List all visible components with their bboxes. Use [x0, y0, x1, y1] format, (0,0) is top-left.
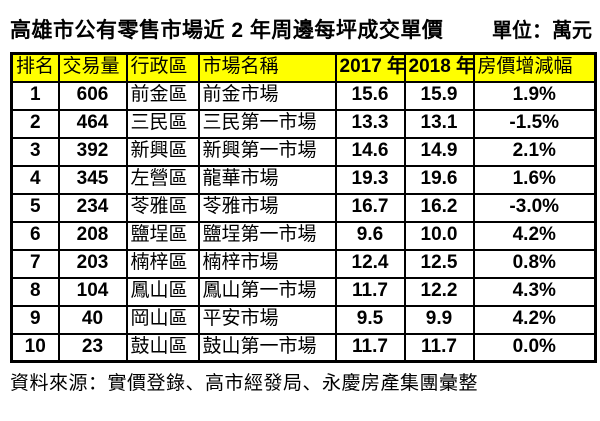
table-cell: 11.7 [403, 332, 475, 363]
table-row: 8 104 鳳山區 鳳山第一市場 11.7 12.2 4.3% [10, 276, 597, 307]
table-cell: 15.9 [403, 80, 475, 111]
table-cell: 11.7 [334, 332, 406, 363]
table-cell: 9 [10, 304, 60, 335]
table-cell: 龍華市場 [197, 164, 337, 195]
table-cell: 0.0% [472, 332, 597, 363]
table-cell: 新興第一市場 [197, 136, 337, 167]
table-cell: 鳳山區 [125, 276, 200, 307]
table-cell: 前金區 [125, 80, 200, 111]
table-row: 2 464 三民區 三民第一市場 13.3 13.1 -1.5% [10, 108, 597, 139]
table-cell: 三民區 [125, 108, 200, 139]
table-cell: -1.5% [472, 108, 597, 139]
table-cell: 6 [10, 220, 60, 251]
table-cell: 16.7 [334, 192, 406, 223]
col-header-2017: 2017 年 [334, 52, 406, 83]
col-header-2018: 2018 年 [403, 52, 475, 83]
table-cell: 14.6 [334, 136, 406, 167]
table-cell: 12.2 [403, 276, 475, 307]
table-cell: 岡山區 [125, 304, 200, 335]
table-cell: 4 [10, 164, 60, 195]
table-cell: 16.2 [403, 192, 475, 223]
table-cell: 三民第一市場 [197, 108, 337, 139]
table-cell: 左營區 [125, 164, 200, 195]
table-cell: 苓雅市場 [197, 192, 337, 223]
table-cell: 2 [10, 108, 60, 139]
table-cell: 平安市場 [197, 304, 337, 335]
market-price-table: 排名 交易量 行政區 市場名稱 2017 年 2018 年 房價增減幅 1 606… [10, 52, 597, 363]
table-cell: 234 [57, 192, 128, 223]
source-note: 資料來源：實價登錄、高市經發局、永慶房產集團彙整 [10, 373, 479, 394]
table-cell: 12.4 [334, 248, 406, 279]
table-row: 9 40 岡山區 平安市場 9.5 9.9 4.2% [10, 304, 597, 335]
table-row: 4 345 左營區 龍華市場 19.3 19.6 1.6% [10, 164, 597, 195]
table-row: 5 234 苓雅區 苓雅市場 16.7 16.2 -3.0% [10, 192, 597, 223]
col-header-district: 行政區 [125, 52, 200, 83]
table-cell: 40 [57, 304, 128, 335]
table-cell: 新興區 [125, 136, 200, 167]
table-cell: 10 [10, 332, 60, 363]
table-cell: 0.8% [472, 248, 597, 279]
table-cell: 前金市場 [197, 80, 337, 111]
table-cell: 606 [57, 80, 128, 111]
col-header-market-name: 市場名稱 [197, 52, 337, 83]
table-cell: 13.3 [334, 108, 406, 139]
table-row: 3 392 新興區 新興第一市場 14.6 14.9 2.1% [10, 136, 597, 167]
table-cell: 345 [57, 164, 128, 195]
table-cell: 15.6 [334, 80, 406, 111]
table-cell: 203 [57, 248, 128, 279]
table-cell: 鼓山區 [125, 332, 200, 363]
table-cell: 3 [10, 136, 60, 167]
table-cell: 104 [57, 276, 128, 307]
table-cell: 464 [57, 108, 128, 139]
table-cell: 23 [57, 332, 128, 363]
table-row: 1 606 前金區 前金市場 15.6 15.9 1.9% [10, 80, 597, 111]
table-cell: 9.9 [403, 304, 475, 335]
table-cell: 10.0 [403, 220, 475, 251]
table-row: 7 203 楠梓區 楠梓市場 12.4 12.5 0.8% [10, 248, 597, 279]
table-row: 6 208 鹽埕區 鹽埕第一市場 9.6 10.0 4.2% [10, 220, 597, 251]
table-cell: 14.9 [403, 136, 475, 167]
header-row: 排名 交易量 行政區 市場名稱 2017 年 2018 年 房價增減幅 [10, 52, 597, 83]
table-cell: 1 [10, 80, 60, 111]
table-cell: 鹽埕區 [125, 220, 200, 251]
table-cell: 楠梓市場 [197, 248, 337, 279]
table-cell: 9.6 [334, 220, 406, 251]
table-cell: 4.2% [472, 220, 597, 251]
table-cell: -3.0% [472, 192, 597, 223]
table-cell: 鳳山第一市場 [197, 276, 337, 307]
table-cell: 鼓山第一市場 [197, 332, 337, 363]
table-header: 排名 交易量 行政區 市場名稱 2017 年 2018 年 房價增減幅 [10, 52, 597, 83]
table-row: 10 23 鼓山區 鼓山第一市場 11.7 11.7 0.0% [10, 332, 597, 363]
table-cell: 11.7 [334, 276, 406, 307]
table-cell: 9.5 [334, 304, 406, 335]
table-cell: 楠梓區 [125, 248, 200, 279]
table-cell: 7 [10, 248, 60, 279]
table-cell: 1.6% [472, 164, 597, 195]
col-header-price-change: 房價增減幅 [472, 52, 597, 83]
table-cell: 19.3 [334, 164, 406, 195]
table-cell: 12.5 [403, 248, 475, 279]
table-cell: 2.1% [472, 136, 597, 167]
table-cell: 5 [10, 192, 60, 223]
table-cell: 苓雅區 [125, 192, 200, 223]
col-header-rank: 排名 [10, 52, 60, 83]
table-cell: 4.2% [472, 304, 597, 335]
col-header-volume: 交易量 [57, 52, 128, 83]
title-row: 高雄市公有零售市場近 2 年周邊每坪成交單價 單位：萬元 [10, 14, 592, 44]
table-cell: 8 [10, 276, 60, 307]
page-title: 高雄市公有零售市場近 2 年周邊每坪成交單價 [10, 19, 444, 42]
table-cell: 208 [57, 220, 128, 251]
table-cell: 鹽埕第一市場 [197, 220, 337, 251]
table-cell: 392 [57, 136, 128, 167]
table-cell: 19.6 [403, 164, 475, 195]
table-body: 1 606 前金區 前金市場 15.6 15.9 1.9% 2 464 三民區 三民第一市場 13.3… [10, 80, 597, 363]
unit-label: 單位：萬元 [492, 20, 592, 42]
table-cell: 4.3% [472, 276, 597, 307]
infographic-page: 高雄市公有零售市場近 2 年周邊每坪成交單價 單位：萬元 排名 交易量 行政區 … [10, 14, 597, 394]
table-cell: 13.1 [403, 108, 475, 139]
table-cell: 1.9% [472, 80, 597, 111]
